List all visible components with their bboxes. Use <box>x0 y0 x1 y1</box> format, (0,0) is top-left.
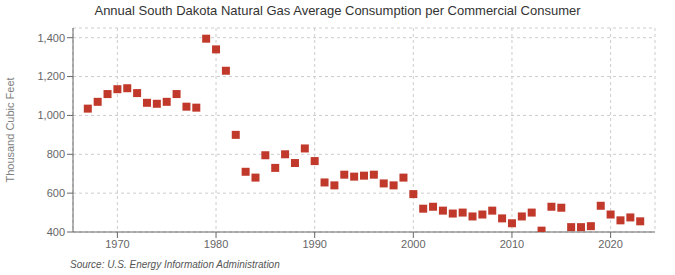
svg-text:600: 600 <box>47 187 65 199</box>
svg-text:2020: 2020 <box>598 238 622 250</box>
html-text:Source: U.S. Energy Informatio: Source: U.S. Energy Information Administ… <box>70 259 280 270</box>
svg-text:800: 800 <box>47 148 65 160</box>
svg-text:1970: 1970 <box>105 238 129 250</box>
svg-text:2010: 2010 <box>500 238 524 250</box>
svg-text:2000: 2000 <box>401 238 425 250</box>
svg-text:1,400: 1,400 <box>37 32 65 44</box>
svg-text:1980: 1980 <box>204 238 228 250</box>
svg-text:400: 400 <box>47 226 65 238</box>
html-text:Annual South Dakota Natural Ga: Annual South Dakota Natural Gas Average … <box>94 3 581 18</box>
svg-text:1,000: 1,000 <box>37 109 65 121</box>
svg-text:1990: 1990 <box>302 238 326 250</box>
svg-text:Thousand Cubic Feet: Thousand Cubic Feet <box>8 77 16 182</box>
svg-text:1,200: 1,200 <box>37 70 65 82</box>
